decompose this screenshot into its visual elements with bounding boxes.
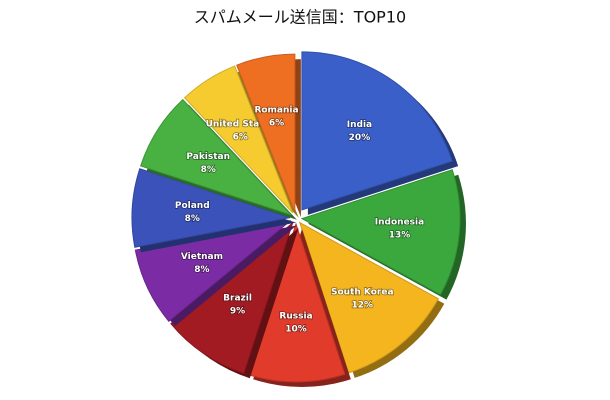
slice-label: Vietnam bbox=[181, 252, 223, 262]
slice-label: Indonesia bbox=[375, 217, 424, 227]
slice-label: Brazil bbox=[223, 293, 252, 303]
slice bbox=[236, 53, 296, 213]
slice-value: 8% bbox=[185, 214, 200, 224]
slice-label: Pakistan bbox=[186, 152, 230, 162]
slice-label: United States bbox=[206, 120, 275, 130]
slice-value: 8% bbox=[194, 265, 209, 275]
slice-value: 10% bbox=[285, 324, 307, 334]
chart-title: スパムメール送信国：TOP10 bbox=[194, 8, 406, 27]
slice-label: Russia bbox=[279, 311, 312, 321]
slice bbox=[183, 65, 294, 214]
slice bbox=[300, 169, 461, 296]
slice-label: South Korea bbox=[331, 288, 394, 298]
slice-value: 13% bbox=[389, 230, 411, 240]
slice bbox=[170, 221, 294, 374]
slice bbox=[301, 51, 453, 211]
slice-value: 6% bbox=[233, 133, 248, 143]
slice-value: 20% bbox=[349, 133, 371, 143]
slice-label: Romania bbox=[254, 105, 298, 115]
slice-value: 8% bbox=[201, 165, 216, 175]
slice-value: 6% bbox=[269, 118, 284, 128]
slice bbox=[298, 221, 439, 374]
slice-label: Poland bbox=[175, 201, 210, 211]
slice-label: India bbox=[347, 120, 372, 130]
slice bbox=[140, 98, 292, 216]
slice-value: 12% bbox=[351, 301, 373, 311]
slice bbox=[131, 168, 291, 248]
slice-value: 9% bbox=[230, 306, 245, 316]
